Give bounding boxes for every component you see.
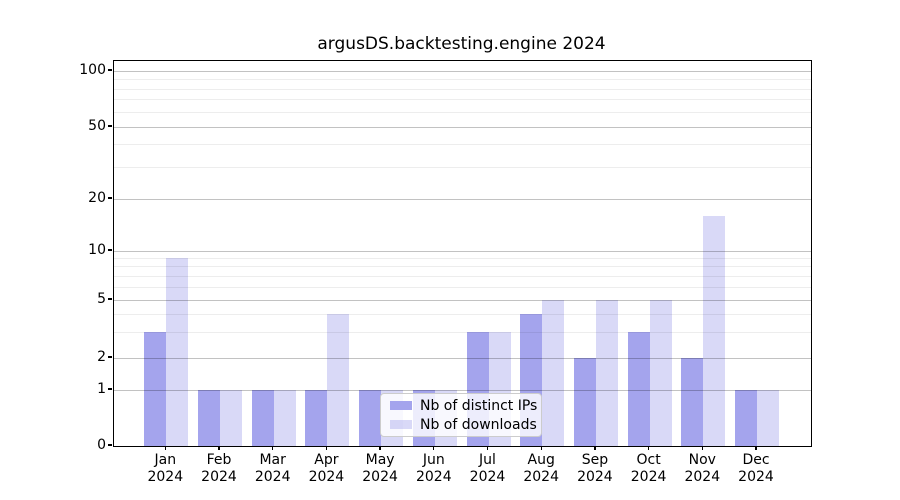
y-axis-tick: [108, 444, 112, 446]
bar-distinct-ips-sep-2024: [573, 358, 596, 446]
gridline-minor-30: [114, 166, 811, 168]
y-axis-tick: [108, 356, 112, 358]
chart-title: argusDS.backtesting.engine 2024: [317, 34, 606, 54]
bar-downloads-dec-2024: [757, 390, 779, 446]
solid-bar-swatch: [390, 401, 412, 410]
gridline-major-100: [114, 70, 811, 72]
x-tick-label: Mar 2024: [254, 452, 291, 485]
gridline-minor-60: [114, 111, 811, 113]
x-tick-label: Jul 2024: [469, 452, 506, 485]
bar-downloads-sep-2024: [595, 300, 618, 446]
y-tick-label: 1: [97, 381, 106, 397]
gridline-major-2: [114, 357, 811, 359]
bar-downloads-feb-2024: [220, 390, 242, 446]
gridline-major-1: [114, 389, 811, 391]
bar-distinct-ips-dec-2024: [735, 390, 757, 446]
x-tick-label: Nov 2024: [684, 452, 721, 485]
bar-distinct-ips-feb-2024: [198, 390, 220, 446]
gridline-major-5: [114, 299, 811, 301]
bar-downloads-mar-2024: [273, 390, 296, 446]
bar-distinct-ips-nov-2024: [681, 358, 704, 446]
gridline-minor-3: [114, 331, 811, 333]
y-tick-label: 2: [97, 349, 106, 365]
bar-distinct-ips-jan-2024: [144, 332, 167, 446]
bar-downloads-oct-2024: [649, 300, 672, 446]
legend: Nb of distinct IPs Nb of downloads: [380, 393, 542, 437]
x-tick-label: Dec 2024: [738, 452, 774, 485]
gridline-minor-70: [114, 99, 811, 101]
bar-distinct-ips-oct-2024: [627, 332, 650, 446]
legend-label-downloads: Nb of downloads: [420, 416, 537, 433]
gridline-major-10: [114, 250, 811, 252]
bar-distinct-ips-mar-2024: [251, 390, 274, 446]
y-axis-tick: [108, 197, 112, 199]
x-tick-label: Aug 2024: [523, 452, 559, 485]
legend-item-downloads: Nb of downloads: [381, 415, 541, 434]
gridline-minor-9: [114, 257, 811, 259]
gridline-minor-7: [114, 275, 811, 277]
gridline-major-20: [114, 198, 811, 200]
x-tick-label: Jan 2024: [147, 452, 184, 485]
gridline-minor-80: [114, 88, 811, 90]
y-tick-label: 10: [88, 242, 106, 258]
y-axis-tick: [108, 298, 112, 300]
y-tick-label: 20: [88, 190, 106, 206]
x-tick-label: Jun 2024: [415, 452, 452, 485]
x-tick-label: Feb 2024: [201, 452, 237, 485]
plot-area: [113, 60, 812, 447]
x-tick-label: Sep 2024: [577, 452, 613, 485]
x-tick-label: May 2024: [362, 452, 398, 485]
gridline-minor-6: [114, 286, 811, 288]
y-tick-label: 5: [97, 291, 106, 307]
gridline-major-50: [114, 126, 811, 128]
bar-downloads-apr-2024: [327, 314, 350, 446]
bar-distinct-ips-may-2024: [359, 390, 382, 446]
gridline-minor-40: [114, 144, 811, 146]
y-axis-tick: [108, 125, 112, 127]
x-tick-label: Oct 2024: [630, 452, 667, 485]
gridline-minor-90: [114, 79, 811, 80]
y-axis-tick: [108, 249, 112, 251]
gridline-minor-8: [114, 266, 811, 268]
bar-downloads-nov-2024: [703, 215, 726, 446]
gridline-minor-4: [114, 313, 811, 315]
y-axis-tick: [108, 69, 112, 71]
x-tick-label: Apr 2024: [308, 452, 345, 485]
y-tick-label: 50: [88, 118, 106, 134]
legend-label-distinct-ips: Nb of distinct IPs: [420, 397, 538, 414]
y-tick-label: 100: [79, 62, 106, 78]
bar-downloads-aug-2024: [542, 300, 565, 446]
y-tick-label: 0: [97, 437, 106, 453]
translucent-bar-swatch: [390, 420, 412, 429]
legend-item-distinct-ips: Nb of distinct IPs: [381, 396, 541, 415]
bar-downloads-jan-2024: [166, 258, 189, 446]
bar-distinct-ips-apr-2024: [305, 390, 328, 446]
y-axis-tick: [108, 388, 112, 390]
